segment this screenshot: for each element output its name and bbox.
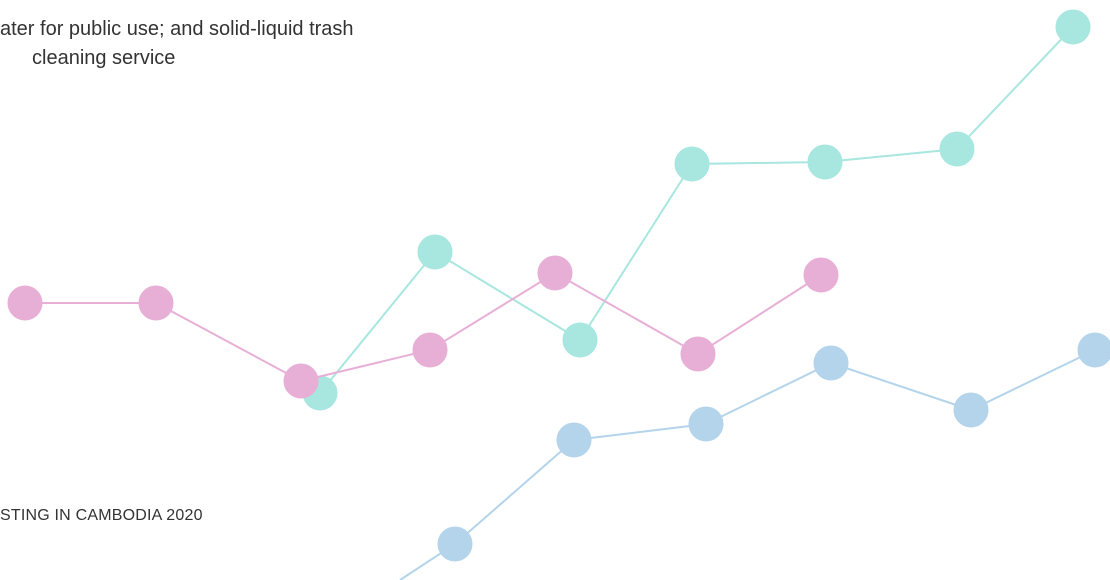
blue-dot bbox=[556, 422, 592, 458]
blue-dot bbox=[437, 526, 473, 562]
blue-path bbox=[399, 349, 1096, 580]
pink-dot bbox=[803, 257, 839, 293]
teal-dot bbox=[807, 144, 843, 180]
pink-dot bbox=[7, 285, 43, 321]
teal-dot bbox=[674, 146, 710, 182]
teal-dot bbox=[1055, 9, 1091, 45]
pink-line bbox=[7, 255, 839, 399]
intro-text: cleaning service bbox=[32, 47, 176, 69]
blue-line bbox=[399, 332, 1110, 580]
blue-dot bbox=[1077, 332, 1110, 368]
pink-dot bbox=[537, 255, 573, 291]
pink-dot bbox=[680, 336, 716, 372]
teal-line bbox=[302, 9, 1091, 411]
blue-dot bbox=[953, 392, 989, 428]
teal-dot bbox=[939, 131, 975, 167]
teal-dot bbox=[562, 322, 598, 358]
blue-dot bbox=[688, 406, 724, 442]
pink-dot bbox=[412, 332, 448, 368]
teal-dot bbox=[417, 234, 453, 270]
blue-dot bbox=[813, 345, 849, 381]
pink-dot bbox=[138, 285, 174, 321]
footer-caption: STING IN CAMBODIA 2020 bbox=[0, 507, 203, 524]
pink-dot bbox=[283, 363, 319, 399]
intro-text: ater for public use; and solid-liquid tr… bbox=[0, 18, 354, 40]
